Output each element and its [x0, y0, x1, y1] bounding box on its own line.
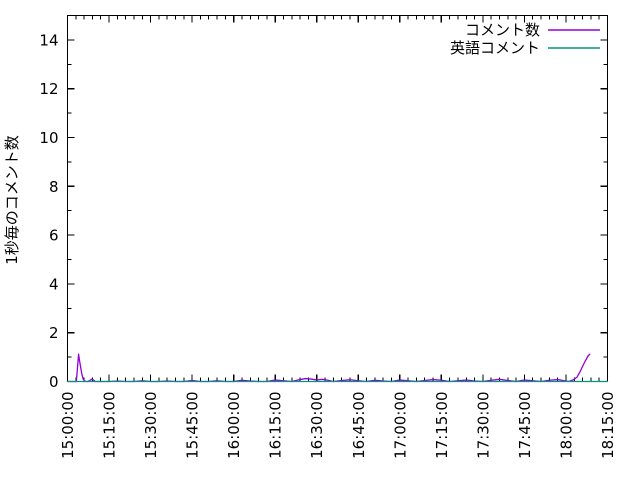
x-axis-tick-labels: 15:00:00 15:15:00 15:30:00 15:45:00 16:00:00… — [59, 392, 617, 459]
series-line-1 — [66, 353, 591, 383]
x-tick-label: 18:00:00 — [557, 392, 575, 459]
y-tick-label: 6 — [49, 227, 59, 245]
x-tick-label: 16:00:00 — [225, 392, 243, 459]
x-tick-label: 17:15:00 — [433, 392, 451, 459]
x-tick-label: 17:45:00 — [516, 392, 534, 459]
x-tick-label: 17:30:00 — [474, 392, 492, 459]
x-tick-label: 16:15:00 — [267, 392, 285, 459]
x-tick-label: 15:45:00 — [184, 392, 202, 459]
minor-tick-marks — [67, 15, 608, 382]
legend-label-2: 英語コメント — [450, 39, 540, 57]
legend-label-1: コメント数 — [465, 21, 540, 39]
x-tick-label: 15:15:00 — [101, 392, 119, 459]
y-axis-title: 1秒毎のコメント数 — [3, 135, 21, 265]
y-tick-label: 10 — [39, 129, 58, 147]
y-tick-label: 0 — [49, 373, 59, 391]
y-axis-title-label: 1秒毎のコメント数 — [3, 135, 21, 265]
x-tick-label: 16:45:00 — [350, 392, 368, 459]
data-series-layer — [66, 353, 609, 383]
y-tick-label: 12 — [39, 80, 58, 98]
y-axis-tick-labels: 0 2 4 6 8 10 12 14 — [39, 31, 58, 391]
y-tick-label: 8 — [49, 178, 59, 196]
x-tick-label: 17:00:00 — [391, 392, 409, 459]
plot-area-frame — [66, 14, 609, 383]
y-tick-label: 2 — [49, 324, 59, 342]
x-tick-label: 15:00:00 — [59, 392, 77, 459]
major-tick-marks — [66, 15, 609, 383]
x-tick-label: 16:30:00 — [308, 392, 326, 459]
x-tick-label: 18:15:00 — [599, 392, 617, 459]
y-tick-label: 4 — [49, 275, 59, 293]
y-tick-label: 14 — [39, 31, 58, 49]
x-tick-label: 15:30:00 — [142, 392, 160, 459]
